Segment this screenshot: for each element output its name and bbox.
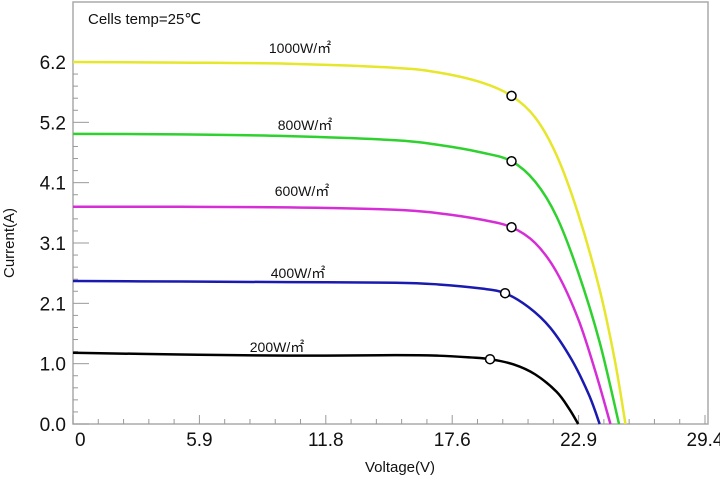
x-tick-label: 17.6 bbox=[434, 430, 471, 451]
max-power-point-marker bbox=[506, 221, 517, 233]
x-axis-label: Voltage(V) bbox=[365, 459, 435, 476]
y-tick-label: 0.0 bbox=[40, 415, 66, 436]
y-tick-label: 6.2 bbox=[40, 53, 66, 74]
series-line bbox=[72, 351, 580, 425]
x-tick-label: 29.4 bbox=[687, 430, 720, 451]
max-power-point-marker bbox=[484, 353, 496, 365]
series-line bbox=[72, 279, 601, 425]
y-tick-label: 5.2 bbox=[40, 113, 66, 134]
series-line bbox=[72, 132, 621, 425]
y-tick-label: 4.1 bbox=[40, 174, 66, 195]
series-label: 600W/㎡ bbox=[275, 183, 329, 199]
series-label: 1000W/㎡ bbox=[269, 40, 331, 56]
series-label: 200W/㎡ bbox=[250, 339, 304, 355]
x-tick-label: 22.9 bbox=[560, 430, 597, 451]
max-power-point-marker bbox=[506, 156, 517, 167]
max-power-point-marker bbox=[499, 287, 511, 299]
y-axis-label: Current(A) bbox=[1, 208, 18, 278]
x-tick-label: 11.8 bbox=[308, 430, 344, 451]
series-label: 400W/㎡ bbox=[271, 265, 325, 281]
y-tick-label: 1.0 bbox=[40, 355, 66, 376]
y-tick-label: 3.1 bbox=[40, 234, 66, 255]
chart-title: Cells temp=25℃ bbox=[88, 11, 201, 28]
series-line bbox=[72, 60, 627, 425]
series-line bbox=[72, 205, 612, 425]
x-tick-label: 5.9 bbox=[186, 430, 212, 451]
max-power-point-marker bbox=[506, 90, 517, 102]
plot-frame bbox=[72, 1, 709, 425]
y-tick-label: 2.1 bbox=[40, 294, 66, 315]
series-label: 800W/㎡ bbox=[278, 117, 332, 133]
x-tick-label: 0 bbox=[75, 430, 86, 451]
